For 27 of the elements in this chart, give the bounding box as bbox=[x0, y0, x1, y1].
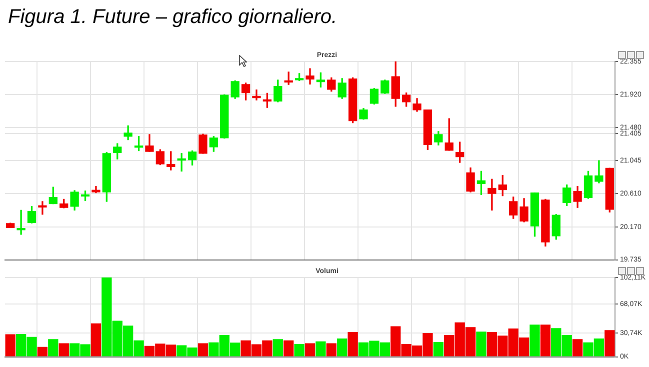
bar bbox=[316, 341, 326, 356]
bar bbox=[348, 332, 358, 356]
bar bbox=[530, 324, 540, 356]
bar bbox=[337, 338, 348, 356]
candlestick bbox=[488, 178, 496, 211]
bar bbox=[604, 330, 615, 356]
bar bbox=[58, 343, 69, 356]
bar bbox=[272, 339, 283, 356]
bar bbox=[284, 340, 294, 356]
bar bbox=[572, 339, 583, 356]
bar bbox=[294, 344, 304, 356]
bar bbox=[198, 343, 208, 356]
bar bbox=[5, 334, 16, 356]
bar bbox=[304, 343, 316, 356]
candlestick bbox=[306, 68, 314, 84]
text: Figura 1. Future – grafico giornaliero. bbox=[8, 6, 338, 29]
candlestick bbox=[177, 153, 186, 172]
bar bbox=[37, 346, 48, 356]
bar bbox=[476, 332, 486, 356]
bar bbox=[90, 323, 102, 356]
candlestick bbox=[38, 201, 47, 215]
bar bbox=[48, 339, 58, 356]
bar bbox=[433, 342, 444, 356]
candlestick bbox=[16, 210, 26, 235]
bar bbox=[540, 324, 551, 356]
bar bbox=[326, 343, 336, 356]
candlestick bbox=[252, 89, 261, 100]
